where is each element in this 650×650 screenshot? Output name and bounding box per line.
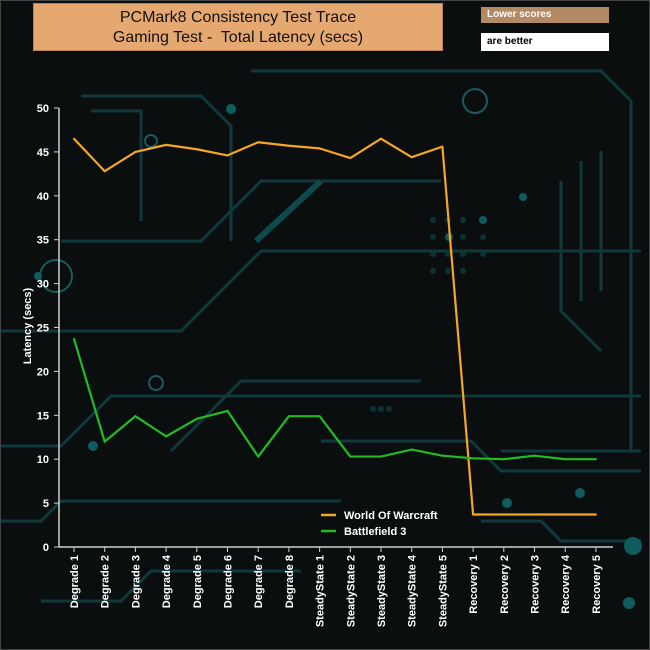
data-point [165, 143, 168, 146]
data-point [441, 454, 444, 457]
y-tick-label: 45 [37, 147, 49, 159]
y-tick-label: 30 [37, 279, 49, 291]
data-point [134, 150, 137, 153]
x-tick-label: Degrade 3 [130, 555, 142, 608]
series-line-battlefield-3 [72, 338, 596, 461]
data-point [103, 440, 106, 443]
data-point [226, 409, 229, 412]
data-point [257, 455, 260, 458]
x-tick-label: SteadyState 5 [437, 555, 449, 627]
data-point [410, 448, 413, 451]
data-point [564, 458, 567, 461]
y-ticks: 0 5 10 15 20 25 30 35 40 45 50 [37, 103, 59, 554]
data-point [594, 513, 597, 516]
legend-entry: World Of Warcraft [344, 510, 438, 522]
data-point [594, 458, 597, 461]
x-ticks: Degrade 1 Degrade 2 Degrade 3 Degrade 4 Degr… [69, 547, 603, 627]
x-tick-label: Recovery 3 [530, 555, 542, 614]
x-tick-label: Degrade 5 [192, 555, 204, 608]
data-point [73, 337, 75, 340]
legend-entry: Battlefield 3 [344, 526, 406, 538]
note-are-better: are better [481, 33, 609, 51]
chart-subtitle: Gaming Test - Total Latency (secs) [112, 29, 364, 46]
data-point [287, 415, 290, 418]
y-tick-label: 5 [43, 498, 49, 510]
x-tick-label: Degrade 7 [253, 555, 265, 608]
data-point [502, 458, 505, 461]
note-lower-scores: Lower scores [481, 7, 609, 23]
legend: World Of Warcraft Battlefield 3 [321, 510, 438, 538]
y-tick-label: 10 [37, 454, 49, 466]
x-tick-label: SteadyState 3 [376, 555, 388, 627]
data-point [502, 513, 505, 516]
data-point [533, 454, 536, 457]
x-tick-label: Degrade 6 [223, 555, 235, 608]
y-tick-label: 20 [37, 366, 49, 378]
y-tick-label: 40 [37, 191, 49, 203]
data-point [257, 141, 260, 144]
data-point [564, 513, 567, 516]
data-point [134, 415, 137, 418]
chart-title-box: PCMark8 Consistency Test Trace Gaming Te… [33, 3, 443, 51]
data-point [287, 144, 290, 147]
data-point [410, 156, 413, 159]
x-tick-label: Degrade 8 [284, 555, 296, 608]
x-tick-label: Recovery 2 [499, 555, 511, 614]
data-point [380, 455, 382, 458]
data-point [472, 513, 475, 516]
x-tick-label: Degrade 2 [100, 555, 112, 608]
data-point [103, 170, 106, 173]
data-point [349, 157, 352, 160]
data-point [380, 137, 382, 140]
data-point [165, 435, 168, 438]
data-point [226, 154, 229, 157]
x-tick-label: Recovery 4 [560, 554, 572, 614]
x-tick-label: Degrade 1 [69, 555, 81, 608]
series-line-world-of-warcraft [73, 137, 596, 516]
x-tick-label: Recovery 1 [468, 555, 480, 614]
data-point [533, 513, 536, 516]
data-point [73, 137, 75, 140]
data-point [318, 147, 321, 150]
data-point [318, 415, 321, 418]
data-point [472, 457, 475, 460]
data-point [195, 417, 198, 420]
x-tick-label: SteadyState 4 [407, 554, 419, 627]
x-tick-label: SteadyState 1 [315, 555, 327, 627]
data-point [441, 145, 444, 148]
y-tick-label: 15 [37, 410, 49, 422]
x-tick-label: SteadyState 2 [345, 555, 357, 627]
y-tick-label: 0 [43, 542, 49, 554]
x-tick-label: Recovery 5 [591, 555, 603, 614]
series-group [72, 137, 597, 516]
x-tick-label: Degrade 4 [161, 554, 173, 608]
chart-title: PCMark8 Consistency Test Trace [119, 9, 357, 26]
y-tick-label: 50 [37, 103, 49, 115]
data-point [349, 455, 352, 458]
y-tick-label: 25 [37, 323, 49, 335]
data-point [195, 148, 198, 151]
y-axis-label: Latency (secs) [22, 287, 34, 364]
y-tick-label: 35 [37, 235, 49, 247]
